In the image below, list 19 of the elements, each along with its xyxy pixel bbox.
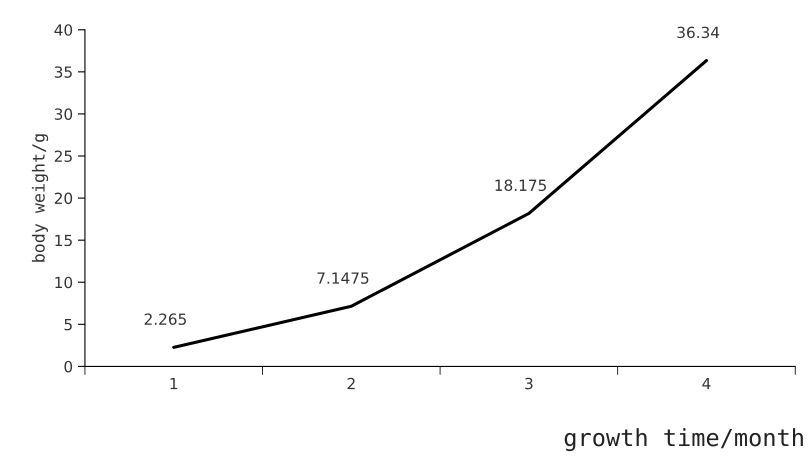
x-tick-label: 3 xyxy=(525,378,533,390)
y-tick-label: 35 xyxy=(54,66,72,78)
y-tick-label: 30 xyxy=(54,108,72,120)
data-label: 18.175 xyxy=(496,179,546,192)
y-tick-label: 15 xyxy=(55,234,72,246)
x-tick-label: 4 xyxy=(702,378,710,390)
y-tick-label: 10 xyxy=(55,276,72,288)
data-label: 36.34 xyxy=(677,26,720,38)
x-tick-label: 1 xyxy=(170,378,178,390)
x-axis-title: growth time/month xyxy=(564,428,803,452)
y-axis-title: body weight/g xyxy=(32,134,48,262)
y-tick-label: 0 xyxy=(64,360,72,372)
y-tick-label: 40 xyxy=(54,24,72,36)
y-tick-label: 25 xyxy=(54,150,72,162)
x-tick-label: 2 xyxy=(348,378,355,390)
y-tick-label: 20 xyxy=(54,192,72,204)
y-tick-label: 5 xyxy=(64,318,72,330)
data-label: 2.265 xyxy=(144,313,186,325)
data-label: 7.1475 xyxy=(318,272,368,284)
